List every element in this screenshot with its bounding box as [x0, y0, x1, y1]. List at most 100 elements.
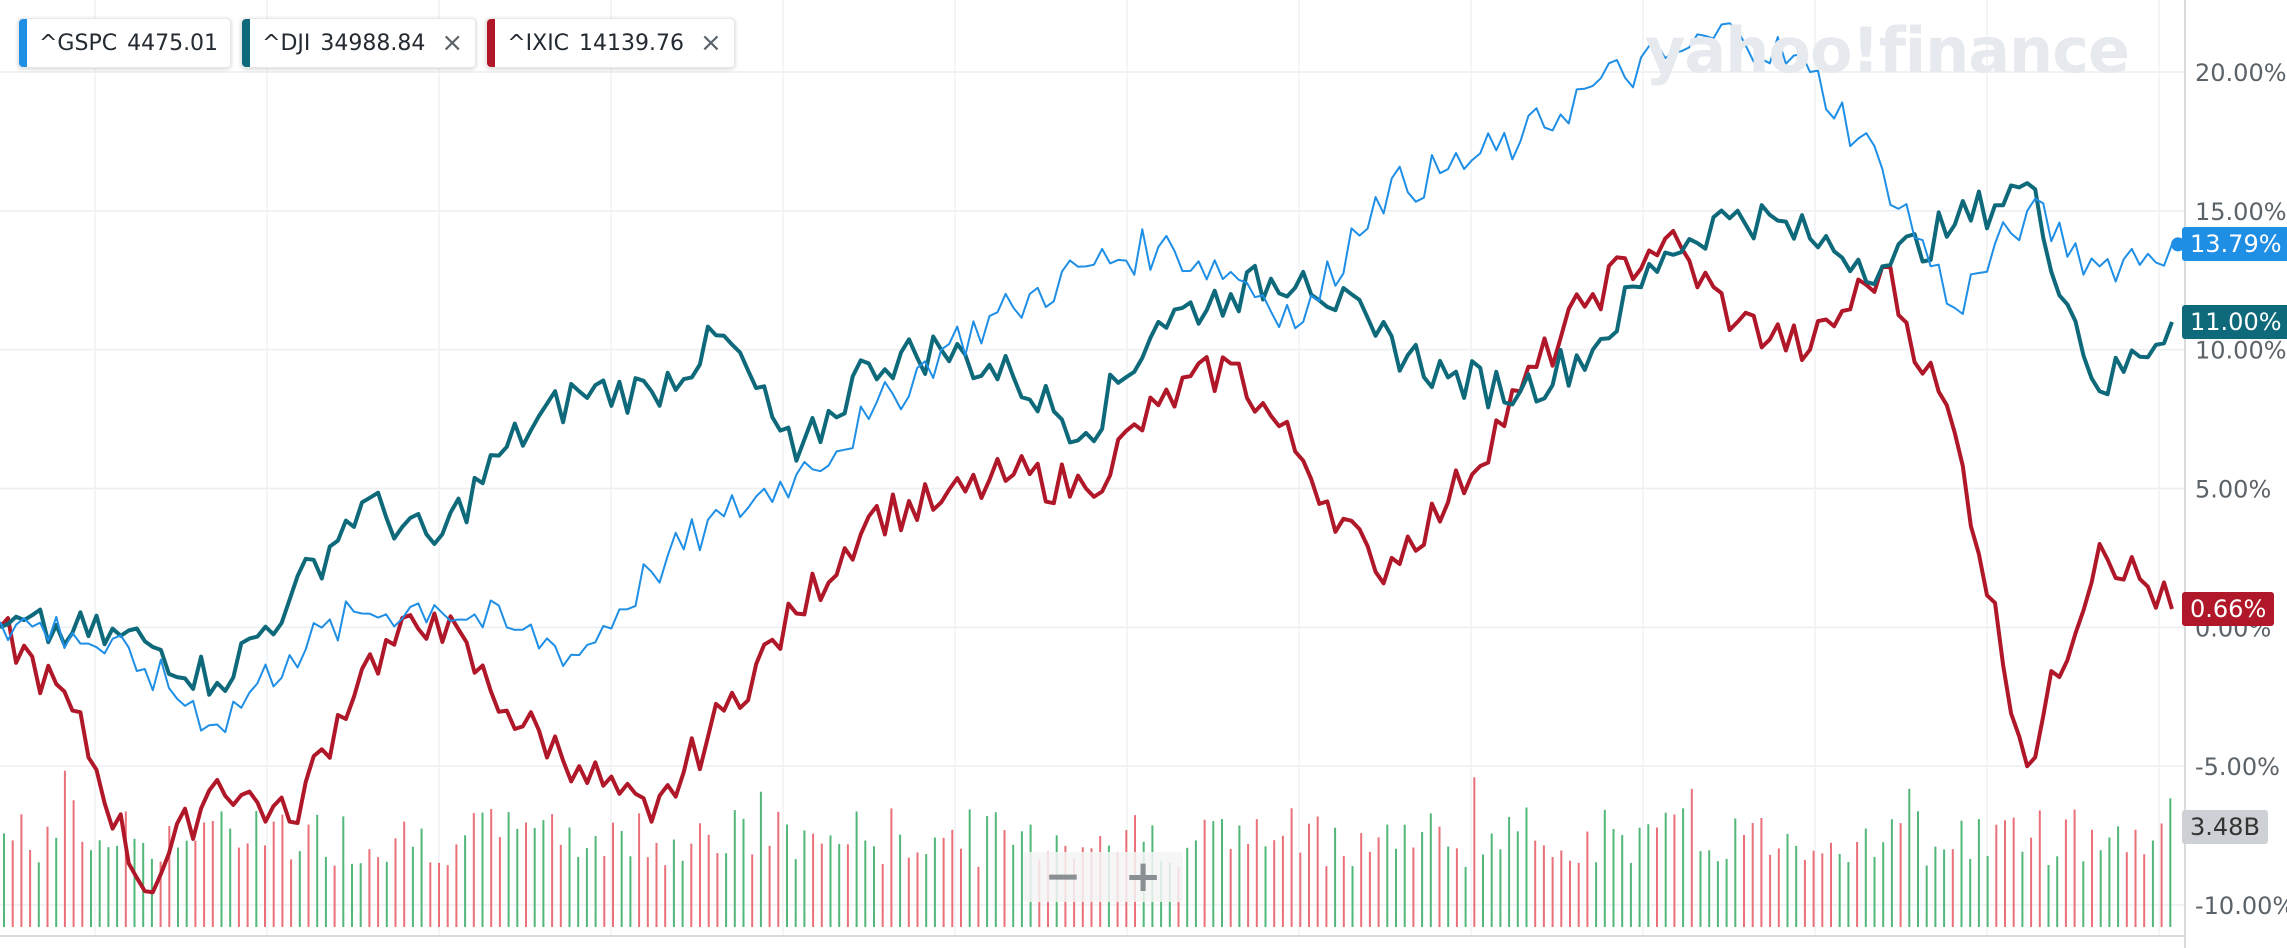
- volume-bar: [1003, 830, 1006, 927]
- close-icon[interactable]: ×: [441, 28, 464, 58]
- legend-swatch-ixic: [487, 19, 496, 67]
- volume-bar: [1212, 821, 1215, 927]
- volume-bar: [1821, 853, 1824, 927]
- legend-item-dji[interactable]: ^DJI 34988.84 ×: [241, 18, 477, 68]
- volume-bar: [1412, 847, 1415, 927]
- volume-bar: [2117, 826, 2120, 927]
- volume-bar: [733, 810, 736, 927]
- volume-bar: [1490, 833, 1493, 927]
- volume-bar: [446, 865, 449, 927]
- volume-bar: [1882, 842, 1885, 927]
- volume-bar: [759, 791, 762, 927]
- volume-bar: [394, 838, 397, 927]
- volume-bar: [107, 847, 110, 927]
- volume-bar: [1612, 829, 1615, 927]
- volume-bar: [168, 826, 171, 927]
- volume-bar: [124, 811, 127, 927]
- volume-bar: [820, 843, 823, 927]
- volume-bar: [1525, 807, 1528, 927]
- volume-bar: [90, 850, 92, 927]
- volume-bar: [11, 840, 14, 927]
- volume-bar: [1716, 861, 1719, 927]
- volume-bar: [2012, 817, 2015, 927]
- volume-bar: [1864, 828, 1867, 927]
- volume-bar: [1516, 831, 1519, 927]
- volume-bar: [1595, 862, 1598, 927]
- legend-symbol: ^IXIC: [507, 30, 570, 56]
- volume-bar: [690, 843, 693, 927]
- volume-bar: [359, 863, 362, 927]
- volume-bar: [1534, 840, 1537, 927]
- volume-bar: [525, 822, 527, 927]
- volume-bar: [1838, 854, 1841, 927]
- legend-symbol: ^GSPC: [39, 30, 118, 56]
- volume-bar: [1569, 860, 1571, 927]
- volume-bar: [1238, 825, 1241, 927]
- volume-bar: [2030, 837, 2033, 927]
- chart-grid: [0, 0, 2185, 935]
- last-value-badge-ixic: 0.66%: [2182, 592, 2275, 626]
- volume-bar: [1308, 823, 1310, 927]
- volume-bar: [420, 828, 423, 927]
- volume-bar: [551, 814, 554, 927]
- zoom-out-button[interactable]: −: [1044, 851, 1082, 902]
- volume-bar: [899, 834, 902, 927]
- volume-bar: [281, 814, 284, 927]
- volume-bar: [516, 828, 519, 927]
- volume-bar: [46, 826, 49, 927]
- volume-bar: [185, 840, 188, 927]
- volume-bar: [1334, 827, 1337, 927]
- volume-bar: [751, 854, 754, 927]
- volume-bar: [1656, 827, 1658, 927]
- volume-bar: [1943, 849, 1946, 927]
- y-tick-label: -10.00%: [2195, 892, 2287, 920]
- y-tick-label: 15.00%: [2195, 198, 2287, 226]
- volume-bar: [229, 828, 232, 927]
- volume-bar: [351, 863, 353, 927]
- volume-bar: [37, 862, 40, 927]
- volume-bar: [2099, 850, 2102, 927]
- volume-bar: [264, 845, 266, 927]
- volume-bar: [1708, 850, 1711, 927]
- volume-bar: [1360, 833, 1363, 927]
- volume-bar: [1482, 854, 1484, 927]
- volume-bar: [455, 844, 458, 927]
- volume-bar: [960, 848, 962, 927]
- volume-bar: [1325, 866, 1328, 927]
- volume-bar: [1734, 818, 1737, 927]
- volume-bar: [316, 814, 319, 927]
- volume-bar: [890, 808, 893, 927]
- legend-item-ixic[interactable]: ^IXIC 14139.76 ×: [486, 18, 735, 68]
- zoom-in-button[interactable]: +: [1124, 851, 1162, 902]
- volume-bar: [1647, 824, 1650, 927]
- volume-bar: [1769, 854, 1772, 927]
- volume-bar: [255, 811, 258, 927]
- volume-bar: [1908, 788, 1911, 927]
- volume-bar: [1699, 851, 1702, 927]
- volume-bar: [307, 824, 310, 927]
- legend-item-gspc[interactable]: ^GSPC 4475.01: [18, 18, 232, 68]
- volume-bar: [98, 840, 101, 927]
- volume-bar: [1925, 865, 1928, 927]
- last-value-badge-gspc: 13.79%: [2182, 227, 2287, 262]
- volume-bar: [1664, 812, 1667, 927]
- volume-bar: [612, 822, 614, 927]
- volume-bar: [385, 861, 388, 927]
- volume-bar: [1020, 831, 1023, 927]
- close-icon[interactable]: ×: [700, 28, 722, 58]
- volume-bar: [1873, 856, 1876, 927]
- volume-bar: [585, 848, 588, 927]
- volume-bar: [664, 865, 667, 927]
- volume-bar: [1186, 847, 1189, 927]
- volume-bar: [2169, 798, 2172, 927]
- volume-bar: [559, 844, 562, 927]
- volume-bar: [873, 846, 875, 927]
- volume-bar: [333, 865, 336, 927]
- volume-bar: [1977, 819, 1980, 927]
- volume-bar: [1690, 788, 1693, 927]
- volume-bar: [846, 844, 849, 927]
- volume-bar: [498, 837, 501, 927]
- volume-bar: [203, 822, 206, 927]
